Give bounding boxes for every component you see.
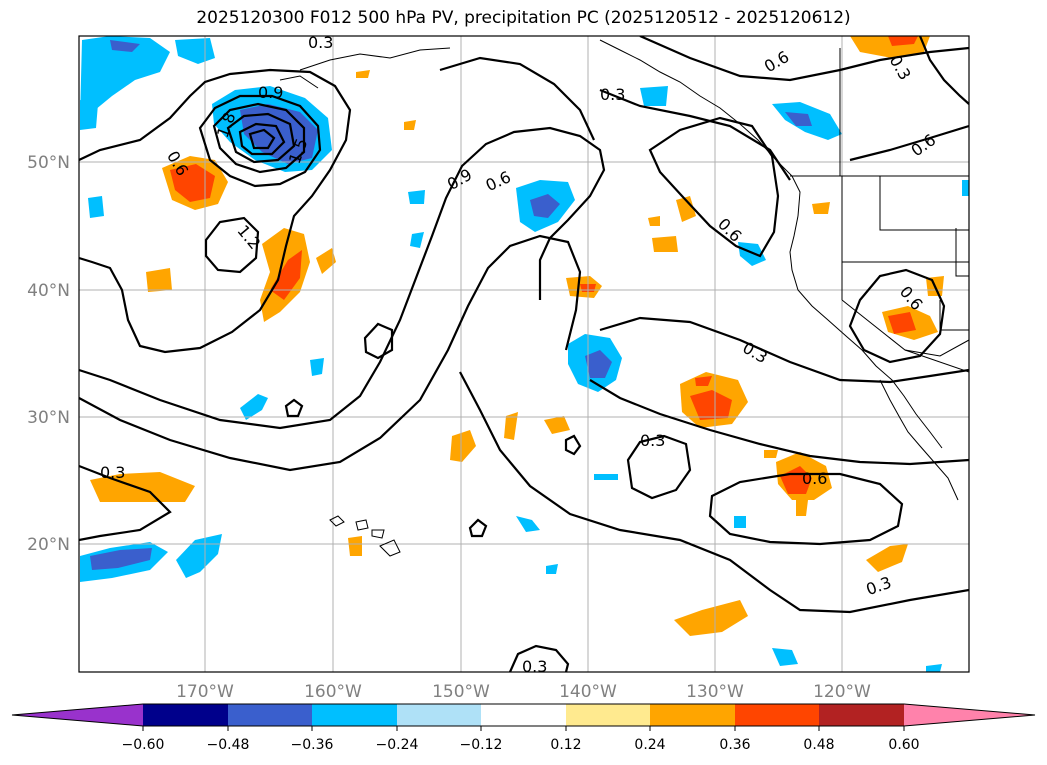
- pv-contours: [79, 36, 969, 672]
- contour-label: 0.3: [640, 431, 665, 450]
- colorbar-tick-label: −0.36: [291, 737, 334, 753]
- contour-label: 0.3: [100, 463, 125, 482]
- lon-label: 140°W: [559, 682, 617, 702]
- map-border: [78, 35, 970, 673]
- contour-label: 0.3: [522, 657, 547, 676]
- lat-label: 50°N: [27, 153, 70, 173]
- map-title: 2025120300 F012 500 hPa PV, precipitatio…: [196, 8, 851, 28]
- contour-label: 0.9: [258, 83, 283, 102]
- lon-label: 170°W: [176, 682, 234, 702]
- colorbar-tick-label: −0.24: [376, 737, 419, 753]
- colorbar-segment: [650, 704, 735, 726]
- colorbar-tick-label: −0.48: [207, 737, 250, 753]
- lat-label: 40°N: [27, 281, 70, 301]
- colorbar-segment: [143, 704, 228, 726]
- colorbar-tick-label: 0.60: [888, 737, 919, 753]
- lon-label: 160°W: [304, 682, 362, 702]
- colorbar-segment: [312, 704, 397, 726]
- colorbar-tick-label: −0.60: [122, 737, 165, 753]
- colorbar-segment: [228, 704, 312, 726]
- colorbar-tick-label: 0.48: [803, 737, 834, 753]
- colorbar-tick-label: 0.36: [719, 737, 750, 753]
- colorbar-segment: [397, 704, 481, 726]
- contour-label: 0.6: [802, 469, 827, 488]
- colorbar-segment: [481, 704, 566, 726]
- colorbar-tick-label: 0.12: [550, 737, 581, 753]
- lat-label: 30°N: [27, 408, 70, 428]
- precip-positive-shading: [90, 36, 944, 636]
- longitude-labels: 170°W 160°W 150°W 140°W 130°W 120°W: [176, 682, 871, 702]
- lon-label: 150°W: [432, 682, 490, 702]
- colorbar-extension-min: [12, 704, 143, 726]
- map-area: [79, 36, 969, 672]
- colorbar-tick-label: −0.12: [460, 737, 503, 753]
- coastlines: [279, 39, 969, 557]
- contour-label: 0.3: [308, 33, 333, 52]
- lon-label: 120°W: [813, 682, 871, 702]
- lat-label: 20°N: [27, 535, 70, 555]
- latitude-labels: 50°N 40°N 30°N 20°N: [27, 153, 70, 555]
- colorbar-extension-max: [904, 704, 1035, 726]
- lon-label: 130°W: [686, 682, 744, 702]
- colorbar-tick-label: 0.24: [634, 737, 665, 753]
- colorbar-segment: [566, 704, 650, 726]
- colorbar: −0.60 −0.48 −0.36 −0.24 −0.12 0.12 0.24 …: [11, 703, 1036, 753]
- contour-label: 0.3: [600, 85, 625, 104]
- colorbar-segment: [819, 704, 904, 726]
- colorbar-segment: [735, 704, 819, 726]
